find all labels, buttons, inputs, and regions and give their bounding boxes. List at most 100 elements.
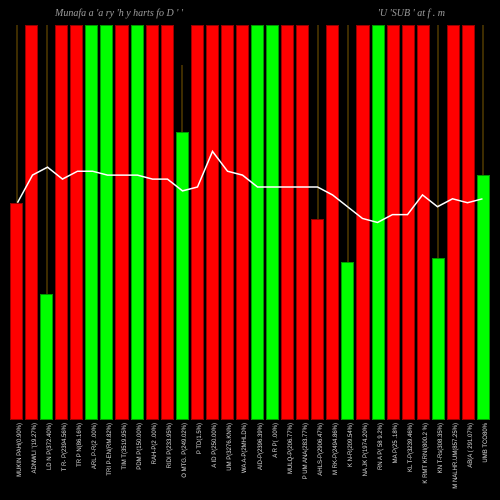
bar-label: P UM ANA(283.77%)	[303, 423, 309, 479]
bar-label: UMB TCO80%	[483, 423, 489, 463]
bar-slot	[115, 25, 128, 420]
label-slot: MULQ-P(206.77%)	[281, 420, 294, 500]
label-slot: UM P(3276.KN%)	[221, 420, 234, 500]
label-slot: AB(A ( 291.07%)	[462, 420, 475, 500]
bar-slot	[55, 25, 68, 420]
bar	[281, 25, 294, 420]
bar-label: AHLS-P(2906.47%)	[318, 423, 324, 476]
bar	[417, 25, 430, 420]
bar-label: KN T-Rs(308.35%)	[438, 423, 444, 473]
bar-label: RN A P( 58 9.2%)	[378, 423, 384, 470]
bar-slot	[70, 25, 83, 420]
bar-slot	[236, 25, 249, 420]
label-slot: WA A-P(2MHLD%)	[236, 420, 249, 500]
bar	[55, 25, 68, 420]
bar-slot	[372, 25, 385, 420]
label-slot: K RMT KRNI(800.2 %)	[417, 420, 430, 500]
bar-label: MA P(25 .18%)	[393, 423, 399, 463]
bar-slot	[326, 25, 339, 420]
bar-label: MUKIN PAH(0.90%)	[17, 423, 23, 477]
bar	[251, 25, 264, 420]
bar-slot	[131, 25, 144, 420]
bar	[161, 25, 174, 420]
label-slot: PDM P(150.00%)	[131, 420, 144, 500]
title-right: 'U 'SUB ' at f . m	[378, 8, 445, 19]
bar-slot	[266, 25, 279, 420]
bar	[100, 25, 113, 420]
bar-slot	[341, 25, 354, 420]
bar-slot	[100, 25, 113, 420]
bar	[266, 25, 279, 420]
bar-slot	[25, 25, 38, 420]
label-slot: TR P N(86.16%)	[70, 420, 83, 500]
bar	[311, 219, 324, 420]
label-slot: RIDI P(233.95%)	[161, 420, 174, 500]
bar-slot	[10, 25, 23, 420]
label-slot: KN T-Rs(308.35%)	[432, 420, 445, 500]
bar-slot	[296, 25, 309, 420]
bar-label: RIDI P(233.95%)	[167, 423, 173, 468]
label-slot: RN A P( 58 9.2%)	[372, 420, 385, 500]
bar-label: MULQ-P(206.77%)	[288, 423, 294, 474]
bar	[402, 25, 415, 420]
bar-slot	[281, 25, 294, 420]
label-slot: TIM T(3519.95%)	[115, 420, 128, 500]
chart-area	[10, 25, 490, 420]
bar-slot	[176, 25, 189, 420]
bar-label: NA JK P(1974.20%)	[363, 423, 369, 476]
bar-label: WA A-P(2MHLD%)	[242, 423, 248, 473]
bar	[221, 25, 234, 420]
bar-slot	[146, 25, 159, 420]
bar-label: K N-R(209.54%)	[348, 423, 354, 467]
bar-slot	[432, 25, 445, 420]
bar-slot	[191, 25, 204, 420]
bar-label: UM P(3276.KN%)	[227, 423, 233, 471]
bar	[432, 258, 445, 420]
label-slot: T R- P(2394.56%)	[55, 420, 68, 500]
bar-label: AID-P(2396.39%)	[258, 423, 264, 470]
bar-label: TR P N(86.16%)	[77, 423, 83, 467]
bar-slot	[387, 25, 400, 420]
bar-label: P TD(1.5%)	[197, 423, 203, 454]
bar-label: O MTG. P(249.02%)	[182, 423, 188, 478]
bar-slot	[417, 25, 430, 420]
bar-label: A ID P(250.00%)	[212, 423, 218, 468]
label-slot: RAH-P(2 .00%)	[146, 420, 159, 500]
bar	[176, 132, 189, 420]
bar-label: ADNWLI '(19.27%)	[32, 423, 38, 474]
bar-slot	[206, 25, 219, 420]
label-slot: ARL P-R(2 .00%)	[85, 420, 98, 500]
bar-label: M NALHR.UM(857.25%)	[453, 423, 459, 489]
label-slot: M NALHR.UM(857.25%)	[447, 420, 460, 500]
bar-label: KL T-P(3239.46%)	[408, 423, 414, 472]
bar-label: ARL P-R(2 .00%)	[92, 423, 98, 469]
label-slot: MA P(25 .18%)	[387, 420, 400, 500]
bar	[25, 25, 38, 420]
bar	[85, 25, 98, 420]
label-slot: MUKIN PAH(0.90%)	[10, 420, 23, 500]
bar-slot	[356, 25, 369, 420]
bar-slot	[311, 25, 324, 420]
bar-label: TIM T(3519.95%)	[122, 423, 128, 470]
label-slot: AHLS-P(2906.47%)	[311, 420, 324, 500]
bar	[462, 25, 475, 420]
bar	[326, 25, 339, 420]
bar-slot	[85, 25, 98, 420]
bar	[146, 25, 159, 420]
bar-label: TRI P-EN(RM.82%)	[107, 423, 113, 476]
bar-label: PDM P(150.00%)	[137, 423, 143, 470]
label-slot: LD N P(372.40%)	[40, 420, 53, 500]
bar	[296, 25, 309, 420]
bar-label: AB(A ( 291.07%)	[468, 423, 474, 468]
bar-label: M RK-P(2494.86%)	[333, 423, 339, 475]
label-slot: AID-P(2396.39%)	[251, 420, 264, 500]
label-slot: K N-R(209.54%)	[341, 420, 354, 500]
bar-slot	[161, 25, 174, 420]
bar	[70, 25, 83, 420]
bar-slot	[477, 25, 490, 420]
bar-slot	[447, 25, 460, 420]
label-slot: O MTG. P(249.02%)	[176, 420, 189, 500]
bar-slot	[402, 25, 415, 420]
label-slot: A ID P(250.00%)	[206, 420, 219, 500]
title-left: Munafa a 'a ry 'h y harts fo D ' '	[55, 8, 183, 19]
